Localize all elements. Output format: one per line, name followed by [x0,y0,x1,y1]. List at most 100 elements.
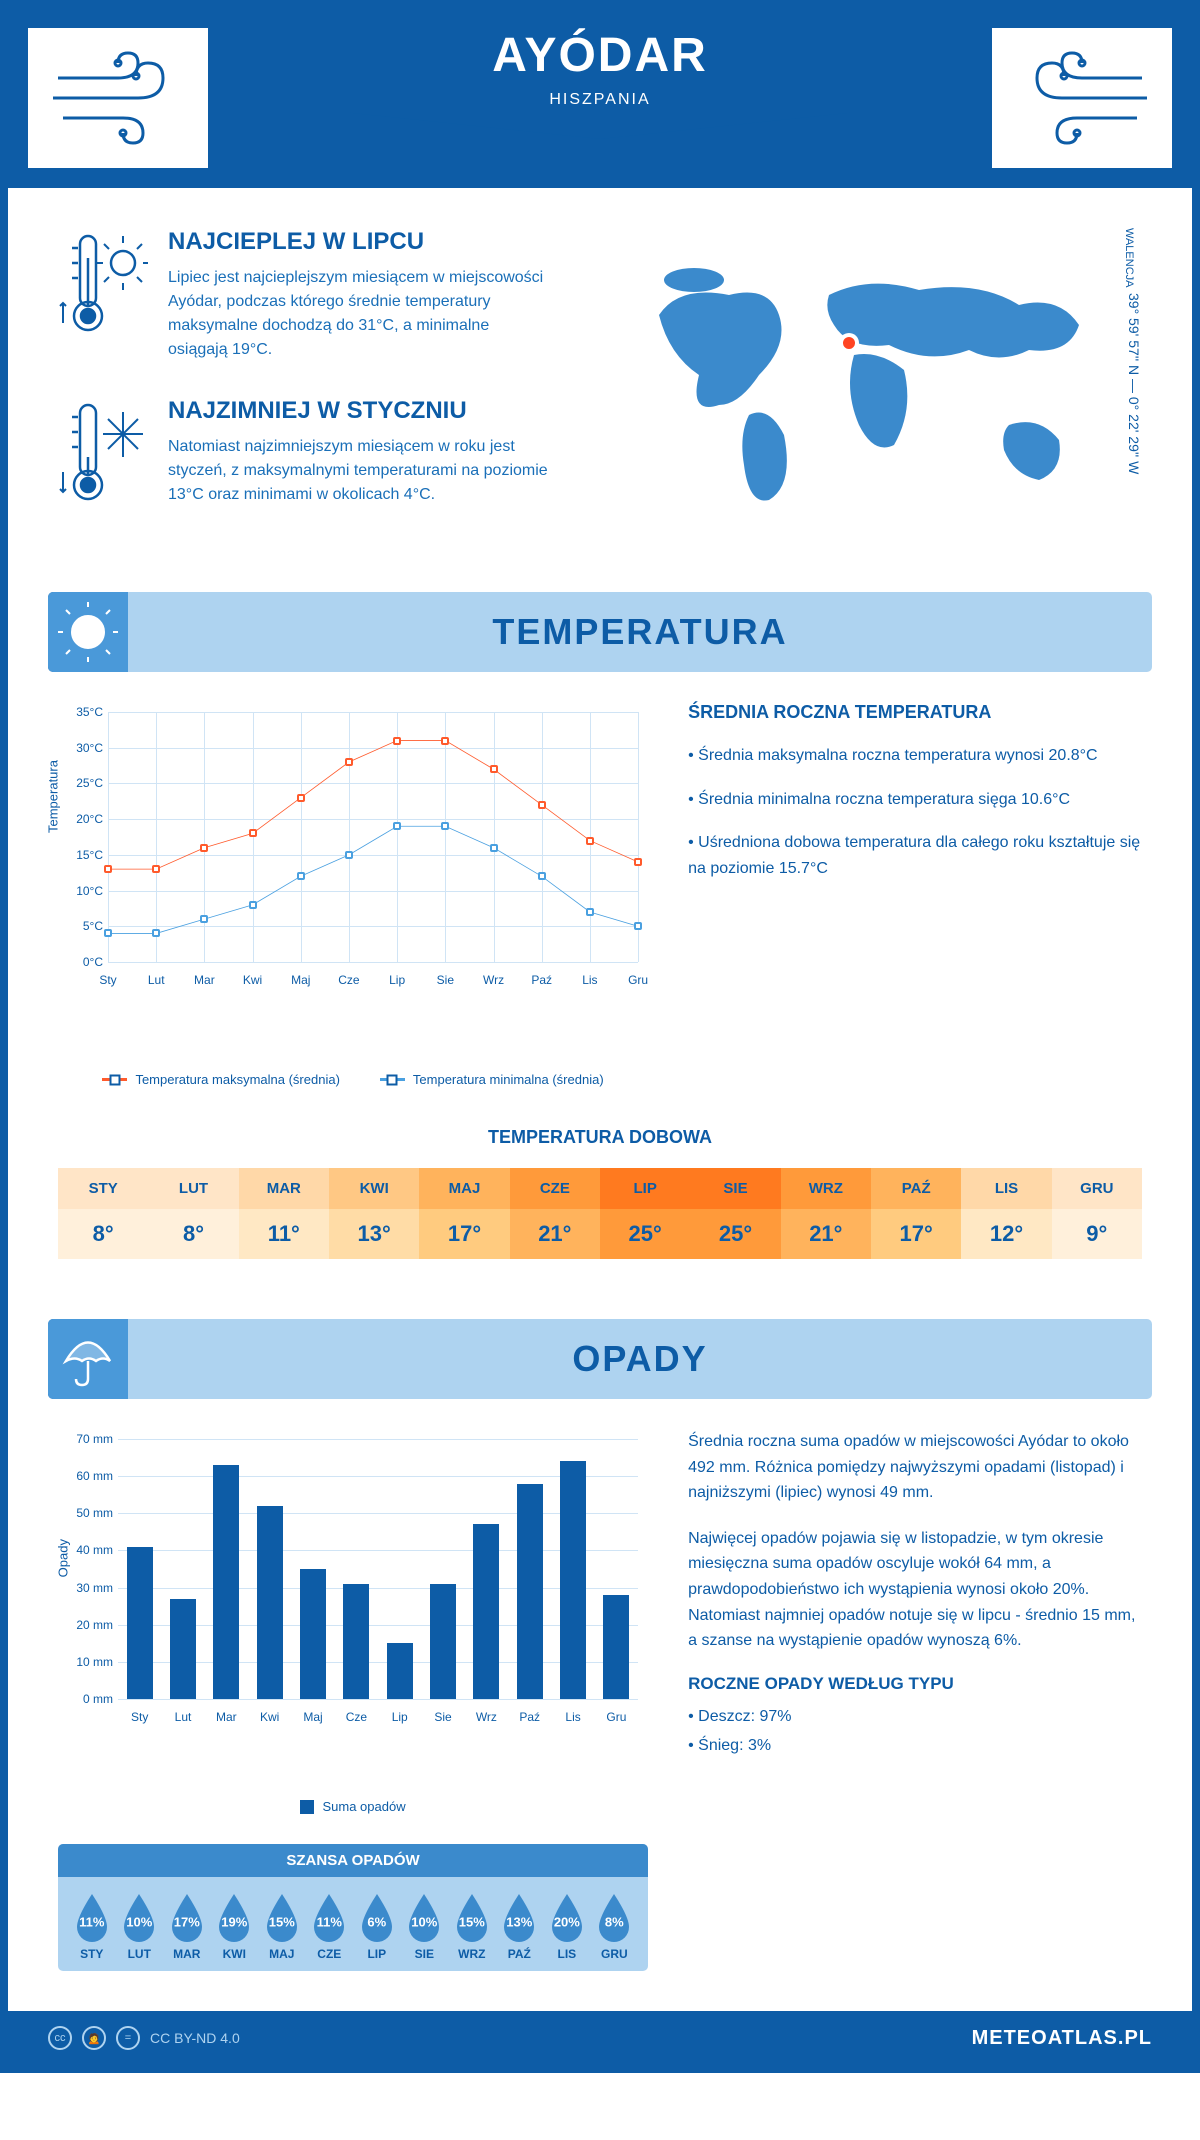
month-temp-value: 17° [419,1209,509,1259]
coldest-block: NAJZIMNIEJ W STYCZNIU Natomiast najzimni… [58,397,582,507]
precip-bar [127,1547,153,1699]
nd-icon: = [116,2026,140,2050]
precip-bar [517,1484,543,1699]
sun-icon [48,592,128,672]
thermometer-hot-icon [58,228,148,362]
precipitation-chart: Opady 0 mm10 mm20 mm30 mm40 mm50 mm60 mm… [58,1429,648,1749]
chance-cell: 10%LUT [116,1892,164,1961]
chance-cell: 8%GRU [591,1892,639,1961]
precip-type-item: • Śnieg: 3% [688,1733,1142,1759]
temperature-title: TEMPERATURA [128,611,1152,653]
precip-bar [560,1461,586,1699]
temp-stats-title: ŚREDNIA ROCZNA TEMPERATURA [688,702,1142,723]
coordinates: 39° 59' 57'' N — 0° 22' 29'' W [1116,293,1142,474]
hottest-desc: Lipiec jest najcieplejszym miesiącem w m… [168,266,548,362]
month-temp-value: 11° [239,1209,329,1259]
month-header: GRU [1052,1168,1142,1209]
cc-icon: cc [48,2026,72,2050]
world-map-icon [622,228,1116,542]
legend-item: Temperatura maksymalna (średnia) [102,1072,339,1087]
month-header: PAŹ [871,1168,961,1209]
chance-cell: 15%WRZ [448,1892,496,1961]
month-header: MAJ [419,1168,509,1209]
month-temp-value: 25° [600,1209,690,1259]
coldest-text: NAJZIMNIEJ W STYCZNIU Natomiast najzimni… [168,397,548,507]
precip-bar [213,1465,239,1699]
temperature-legend: Temperatura maksymalna (średnia) Temperat… [58,1072,648,1087]
temp-stat-item: • Średnia maksymalna roczna temperatura … [688,743,1142,769]
by-icon: 🙍 [82,2026,106,2050]
precip-bar [257,1506,283,1699]
chance-cell: 17%MAR [163,1892,211,1961]
chance-cell: 15%MAJ [258,1892,306,1961]
month-temp-value: 12° [961,1209,1051,1259]
month-header: KWI [329,1168,419,1209]
precip-bar [170,1599,196,1699]
city-name: AYÓDAR [350,28,850,83]
month-header: CZE [510,1168,600,1209]
month-temp-value: 25° [690,1209,780,1259]
wind-icon-right [992,28,1172,168]
chance-cell: 19%KWI [211,1892,259,1961]
title-block: AYÓDAR HISZPANIA [350,8,850,139]
chance-cell: 6%LIP [353,1892,401,1961]
month-header: WRZ [781,1168,871,1209]
wind-icon-left [28,28,208,168]
precip-p2: Najwięcej opadów pojawia się w listopadz… [688,1526,1142,1654]
license-text: CC BY-ND 4.0 [150,2030,240,2046]
header-banner: AYÓDAR HISZPANIA [8,8,1192,188]
coldest-title: NAJZIMNIEJ W STYCZNIU [168,397,548,425]
month-header: MAR [239,1168,329,1209]
chance-cell: 13%PAŹ [496,1892,544,1961]
daily-temp-title: TEMPERATURA DOBOWA [58,1127,1142,1148]
precip-type-item: • Deszcz: 97% [688,1704,1142,1730]
month-temp-value: 8° [58,1209,148,1259]
footer: cc 🙍 = CC BY-ND 4.0 METEOATLAS.PL [8,2011,1192,2065]
precip-bar [473,1524,499,1699]
chance-cell: 11%STY [68,1892,116,1961]
month-temp-value: 9° [1052,1209,1142,1259]
chance-cell: 10%SIE [401,1892,449,1961]
precip-bar [430,1584,456,1699]
month-header: LUT [148,1168,238,1209]
temperature-stats: ŚREDNIA ROCZNA TEMPERATURA • Średnia mak… [688,702,1142,1087]
temp-stat-item: • Uśredniona dobowa temperatura dla całe… [688,830,1142,881]
site-name: METEOATLAS.PL [972,2027,1152,2050]
chance-box: SZANSA OPADÓW 11%STY10%LUT17%MAR19%KWI15… [58,1844,648,1971]
thermometer-cold-icon [58,397,148,507]
hottest-text: NAJCIEPLEJ W LIPCU Lipiec jest najcieple… [168,228,548,362]
infographic-page: AYÓDAR HISZPANIA [0,0,1200,2073]
precipitation-legend: Suma opadów [58,1799,648,1814]
chance-cell: 11%CZE [306,1892,354,1961]
precip-bar [603,1595,629,1699]
daily-temperature: TEMPERATURA DOBOWA STYLUTMARKWIMAJCZELIP… [8,1127,1192,1309]
precipitation-title: OPADY [128,1338,1152,1380]
precip-p1: Średnia roczna suma opadów w miejscowośc… [688,1429,1142,1506]
temperature-section: Temperatura 0°C5°C10°C15°C20°C25°C30°C35… [8,682,1192,1127]
chance-cell: 20%LIS [543,1892,591,1961]
hottest-block: NAJCIEPLEJ W LIPCU Lipiec jest najcieple… [58,228,582,362]
chance-title: SZANSA OPADÓW [58,1844,648,1877]
license-block: cc 🙍 = CC BY-ND 4.0 [48,2026,240,2050]
precipitation-left: Opady 0 mm10 mm20 mm30 mm40 mm50 mm60 mm… [58,1429,648,1971]
month-temp-value: 17° [871,1209,961,1259]
temp-stat-item: • Średnia minimalna roczna temperatura s… [688,787,1142,813]
daily-temp-table: STYLUTMARKWIMAJCZELIPSIEWRZPAŹLISGRU8°8°… [58,1168,1142,1259]
month-temp-value: 21° [510,1209,600,1259]
legend-item: Temperatura minimalna (średnia) [380,1072,604,1087]
month-header: LIP [600,1168,690,1209]
month-header: LIS [961,1168,1051,1209]
precipitation-text: Średnia roczna suma opadów w miejscowośc… [688,1429,1142,1971]
intro-section: NAJCIEPLEJ W LIPCU Lipiec jest najcieple… [8,188,1192,582]
region-label: WALENCJA [1123,228,1135,288]
temperature-section-header: TEMPERATURA [48,592,1152,672]
hottest-title: NAJCIEPLEJ W LIPCU [168,228,548,256]
precip-bar [387,1643,413,1699]
month-header: SIE [690,1168,780,1209]
temperature-chart: Temperatura 0°C5°C10°C15°C20°C25°C30°C35… [58,702,648,1087]
intro-left: NAJCIEPLEJ W LIPCU Lipiec jest najcieple… [58,228,582,542]
month-temp-value: 13° [329,1209,419,1259]
umbrella-icon [48,1319,128,1399]
precip-legend-label: Suma opadów [322,1799,405,1814]
precip-bar [300,1569,326,1699]
